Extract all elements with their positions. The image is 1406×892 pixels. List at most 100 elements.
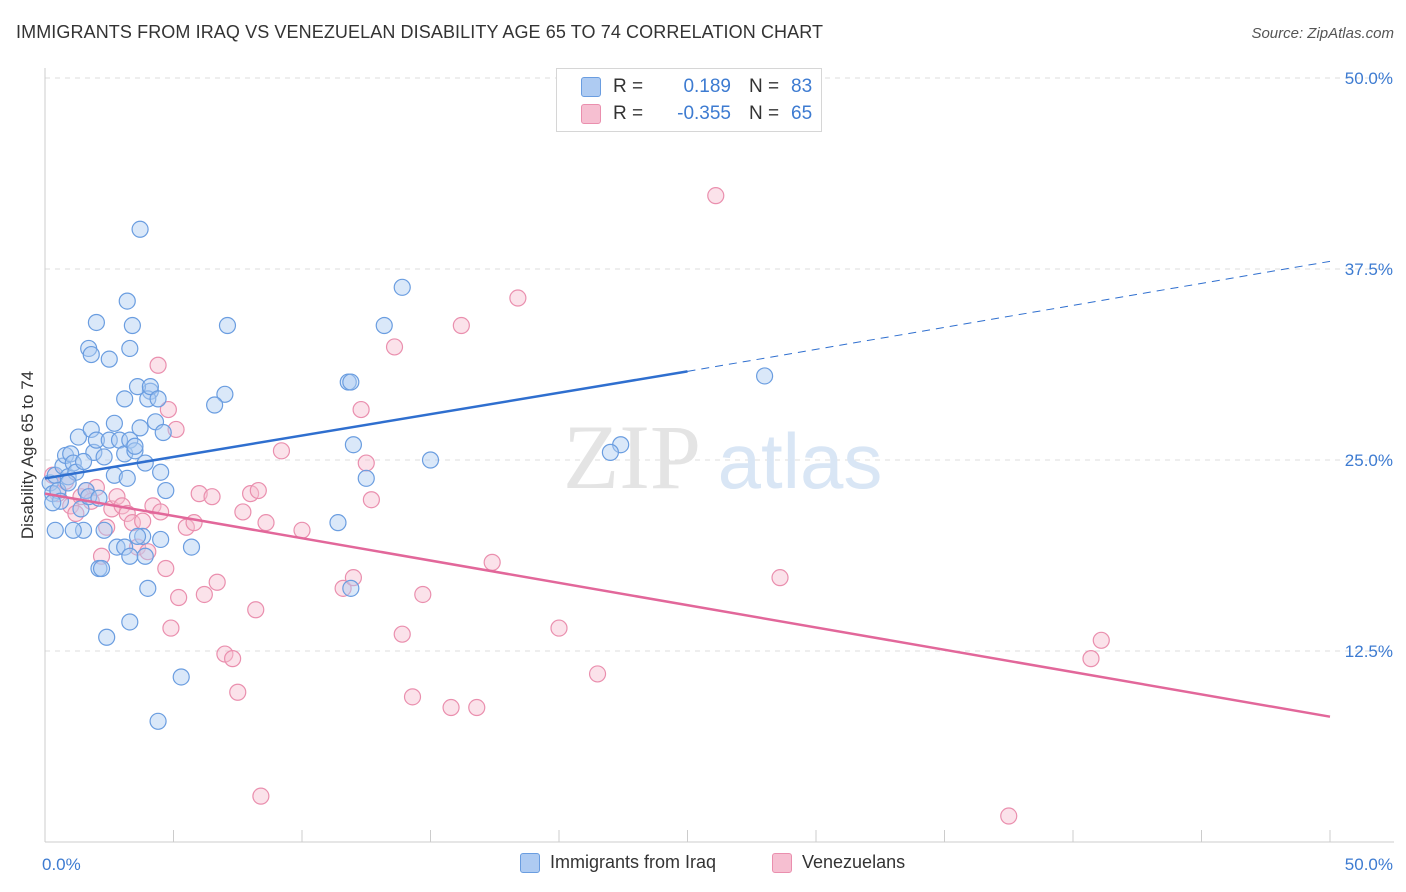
- data-point: [344, 436, 362, 454]
- legend-r-label: R =: [613, 76, 644, 97]
- data-point: [442, 698, 460, 717]
- y-tick-label: 37.5%: [1345, 260, 1393, 279]
- chart-title: IMMIGRANTS FROM IRAQ VS VENEZUELAN DISAB…: [16, 22, 824, 42]
- data-point: [421, 451, 440, 469]
- data-point: [118, 292, 136, 310]
- data-point: [46, 521, 64, 539]
- x-tick-label: 50.0%: [1345, 855, 1393, 874]
- data-point: [154, 423, 172, 442]
- y-axis-label: Disability Age 65 to 74: [18, 371, 37, 539]
- data-point: [152, 463, 170, 481]
- data-point: [357, 469, 375, 487]
- data-point: [252, 787, 270, 805]
- data-point: [131, 220, 149, 238]
- trend-line-iraq-extension: [687, 260, 1331, 372]
- data-point: [452, 316, 470, 335]
- series-venezuelans: [44, 187, 1110, 825]
- data-point: [108, 488, 126, 506]
- data-point: [755, 367, 774, 385]
- data-point: [116, 390, 134, 408]
- data-point: [149, 712, 167, 730]
- data-point: [329, 514, 347, 532]
- legend: R = 0.189 N = 83 R = -0.355 N = 65: [556, 68, 822, 132]
- source-label: Source: ZipAtlas.com: [1251, 25, 1394, 42]
- data-point: [139, 543, 157, 561]
- data-point: [385, 338, 404, 356]
- trend-line-iraq: [44, 370, 688, 480]
- data-point: [116, 538, 134, 556]
- data-point: [98, 518, 116, 536]
- data-point: [249, 481, 267, 500]
- x-tick-label: 0.0%: [42, 855, 81, 874]
- data-point: [69, 428, 88, 446]
- data-point: [141, 378, 159, 396]
- bottom-legend-iraq: Immigrants from Iraq: [520, 852, 716, 873]
- data-point: [224, 650, 242, 668]
- data-point: [157, 559, 175, 578]
- data-point: [121, 547, 139, 565]
- legend-n-label: N =: [749, 76, 780, 97]
- data-point: [170, 588, 188, 607]
- data-point: [206, 396, 224, 414]
- data-point: [118, 469, 136, 487]
- data-point: [167, 420, 185, 439]
- data-point: [67, 504, 85, 523]
- legend-row-iraq: R = 0.189 N = 83: [581, 75, 812, 99]
- data-point: [87, 313, 106, 332]
- data-point: [95, 448, 113, 466]
- data-point: [134, 512, 152, 530]
- data-point: [64, 521, 82, 539]
- legend-swatch-venezuelans: [581, 104, 601, 124]
- data-point: [95, 521, 113, 539]
- data-point: [509, 289, 527, 307]
- data-point: [162, 619, 180, 637]
- bottom-legend-swatch-venezuelans: [772, 852, 792, 873]
- data-point: [82, 345, 100, 364]
- data-point: [414, 585, 432, 604]
- data-point: [172, 668, 190, 686]
- data-point: [216, 385, 234, 403]
- data-point: [126, 437, 144, 455]
- data-point: [272, 442, 291, 460]
- watermark: ZIP atlas: [563, 406, 882, 508]
- x-tick-labels: 0.0% 50.0%: [42, 855, 1393, 874]
- data-point: [152, 530, 170, 549]
- data-point: [185, 514, 203, 532]
- data-point: [100, 350, 118, 368]
- bottom-legend-venezuelans: Venezuelans: [772, 852, 905, 873]
- data-point: [1092, 631, 1110, 649]
- data-point: [352, 400, 370, 419]
- data-point: [362, 491, 380, 509]
- data-point: [121, 339, 139, 358]
- data-point: [121, 613, 139, 631]
- series-iraq: [41, 220, 774, 730]
- data-point: [128, 527, 147, 546]
- trend-line-venezuelans: [44, 492, 1331, 718]
- data-point: [550, 619, 568, 637]
- data-point: [59, 474, 77, 492]
- data-point: [229, 683, 247, 701]
- legend-r-label: R =: [613, 103, 644, 124]
- data-point: [195, 585, 213, 604]
- data-point: [82, 420, 100, 439]
- data-point: [182, 538, 201, 556]
- data-point: [136, 547, 154, 565]
- bottom-legend-swatch-iraq: [520, 852, 540, 873]
- data-point: [771, 569, 789, 587]
- data-point: [203, 488, 221, 506]
- data-point: [126, 442, 144, 460]
- legend-r-value: 0.189: [683, 76, 731, 97]
- data-point: [105, 414, 123, 432]
- data-point: [87, 431, 106, 449]
- bottom-legend-label-iraq: Immigrants from Iraq: [550, 852, 717, 872]
- data-point: [393, 278, 411, 296]
- data-point: [234, 503, 252, 521]
- y-tick-label: 12.5%: [1345, 642, 1393, 661]
- data-point: [131, 419, 149, 437]
- data-point: [707, 187, 725, 205]
- watermark-zip: ZIP: [563, 406, 701, 508]
- data-point: [483, 553, 501, 571]
- data-point: [342, 373, 360, 391]
- data-point: [247, 601, 265, 619]
